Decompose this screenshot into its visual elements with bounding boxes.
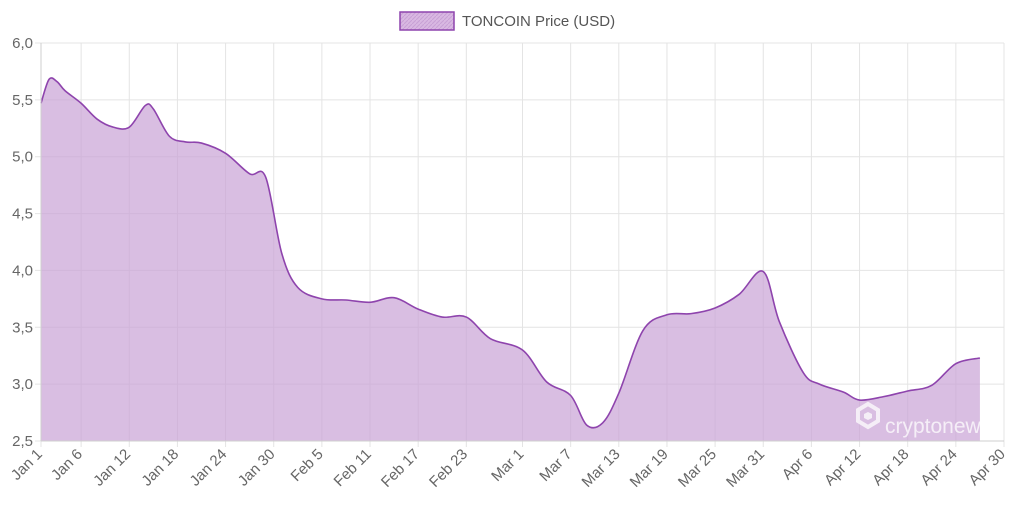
y-tick-label: 4,5: [12, 206, 33, 223]
x-tick-label: Mar 19: [627, 446, 672, 491]
x-tick-label: Mar 13: [579, 446, 624, 491]
x-tick-label: Mar 1: [488, 446, 527, 485]
x-tick-label: Apr 12: [821, 446, 864, 489]
x-tick-label: Mar 31: [723, 446, 768, 491]
x-tick-label: Jan 6: [48, 446, 86, 484]
y-tick-label: 5,0: [12, 149, 33, 166]
legend-swatch: [399, 11, 455, 31]
y-tick-label: 3,5: [12, 319, 33, 336]
series-line: [40, 77, 981, 429]
y-tick-label: 6,0: [12, 35, 33, 52]
x-tick-label: Feb 23: [426, 446, 471, 491]
x-tick-label: Jan 18: [138, 446, 182, 490]
x-tick-label: Apr 6: [779, 446, 816, 483]
series-area: [40, 77, 981, 442]
x-tick-label: Mar 7: [536, 446, 575, 485]
x-tick-label: Jan 30: [235, 446, 279, 490]
x-tick-label: Jan 1: [8, 446, 46, 484]
x-tick-label: Feb 11: [331, 446, 375, 490]
y-tick-label: 4,0: [12, 262, 33, 279]
x-tick-label: Feb 5: [288, 446, 327, 485]
x-tick-label: Apr 24: [917, 446, 960, 489]
watermark: cryptonews: [856, 401, 991, 438]
x-tick-label: Feb 17: [378, 446, 423, 491]
cryptonews-logo-icon: [856, 401, 880, 430]
legend[interactable]: TONCOIN Price (USD): [399, 11, 615, 31]
x-tick-label: Jan 24: [187, 446, 231, 490]
watermark-text: cryptonews: [885, 415, 991, 438]
x-tick-label: Mar 25: [675, 446, 720, 491]
legend-label: TONCOIN Price (USD): [462, 13, 615, 30]
y-tick-label: 5,5: [12, 92, 33, 109]
series-area-fill: [41, 77, 980, 442]
y-tick-label: 2,5: [12, 433, 33, 450]
x-tick-label: Apr 30: [966, 446, 1009, 489]
x-tick-label: Jan 12: [90, 446, 134, 490]
y-tick-label: 3,0: [12, 376, 33, 393]
x-tick-label: Apr 18: [869, 446, 912, 489]
